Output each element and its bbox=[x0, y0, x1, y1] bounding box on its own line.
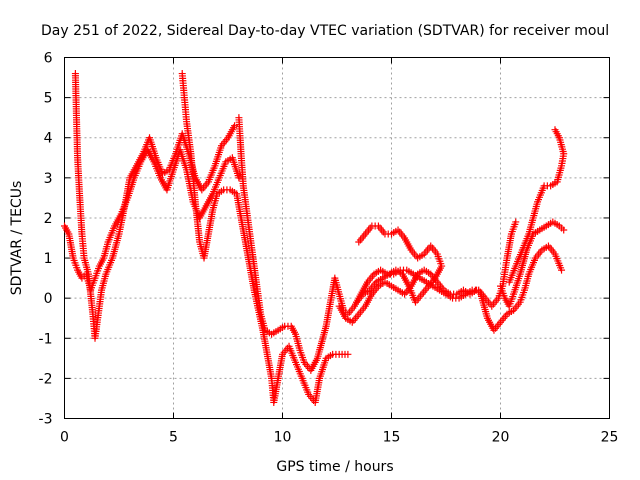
data-point-marker bbox=[558, 266, 566, 274]
series-prn-track-g bbox=[497, 218, 568, 310]
y-tick-label: 0 bbox=[44, 291, 53, 307]
series-prn-track-c bbox=[178, 70, 352, 406]
x-tick-label: 5 bbox=[169, 430, 178, 446]
y-tick-label: 5 bbox=[44, 91, 53, 107]
data-point-marker bbox=[231, 122, 239, 130]
y-tick-label: 3 bbox=[44, 171, 53, 187]
y-tick-label: 1 bbox=[44, 251, 53, 267]
y-tick-label: -1 bbox=[39, 331, 53, 347]
y-axis-label: SDTVAR / TECUs bbox=[9, 181, 25, 296]
x-axis-label: GPS time / hours bbox=[276, 459, 393, 475]
chart-title: Day 251 of 2022, Sidereal Day-to-day VTE… bbox=[41, 23, 609, 39]
x-tick-label: 15 bbox=[383, 430, 401, 446]
y-tick-label: 6 bbox=[44, 51, 53, 67]
data-point-marker bbox=[235, 174, 243, 182]
series-prn-track-f bbox=[353, 222, 446, 306]
x-tick-label: 25 bbox=[601, 430, 619, 446]
data-point-marker bbox=[512, 218, 520, 226]
series-prn-track-h bbox=[505, 126, 568, 286]
series-prn-track-a bbox=[61, 146, 243, 294]
series-prn-track-d bbox=[235, 114, 520, 374]
data-point-marker bbox=[344, 350, 352, 358]
series-prn-track-b bbox=[71, 70, 239, 342]
plot-frame bbox=[64, 57, 610, 419]
tick-layer: 0 5 10 15 20 25 -3 -2 -1 0 1 2 3 4 5 6 bbox=[39, 51, 619, 446]
y-tick-label: -3 bbox=[39, 412, 53, 428]
grid-layer bbox=[64, 57, 610, 419]
data-point-marker bbox=[353, 298, 361, 306]
data-point-marker bbox=[551, 126, 559, 134]
x-tick-label: 0 bbox=[60, 430, 69, 446]
y-tick-label: 2 bbox=[44, 211, 53, 227]
y-tick-label: 4 bbox=[44, 131, 53, 147]
y-tick-label: -2 bbox=[39, 371, 53, 387]
data-point-marker bbox=[560, 226, 568, 234]
points-layer bbox=[61, 70, 568, 406]
x-tick-label: 10 bbox=[274, 430, 292, 446]
x-tick-label: 20 bbox=[492, 430, 510, 446]
